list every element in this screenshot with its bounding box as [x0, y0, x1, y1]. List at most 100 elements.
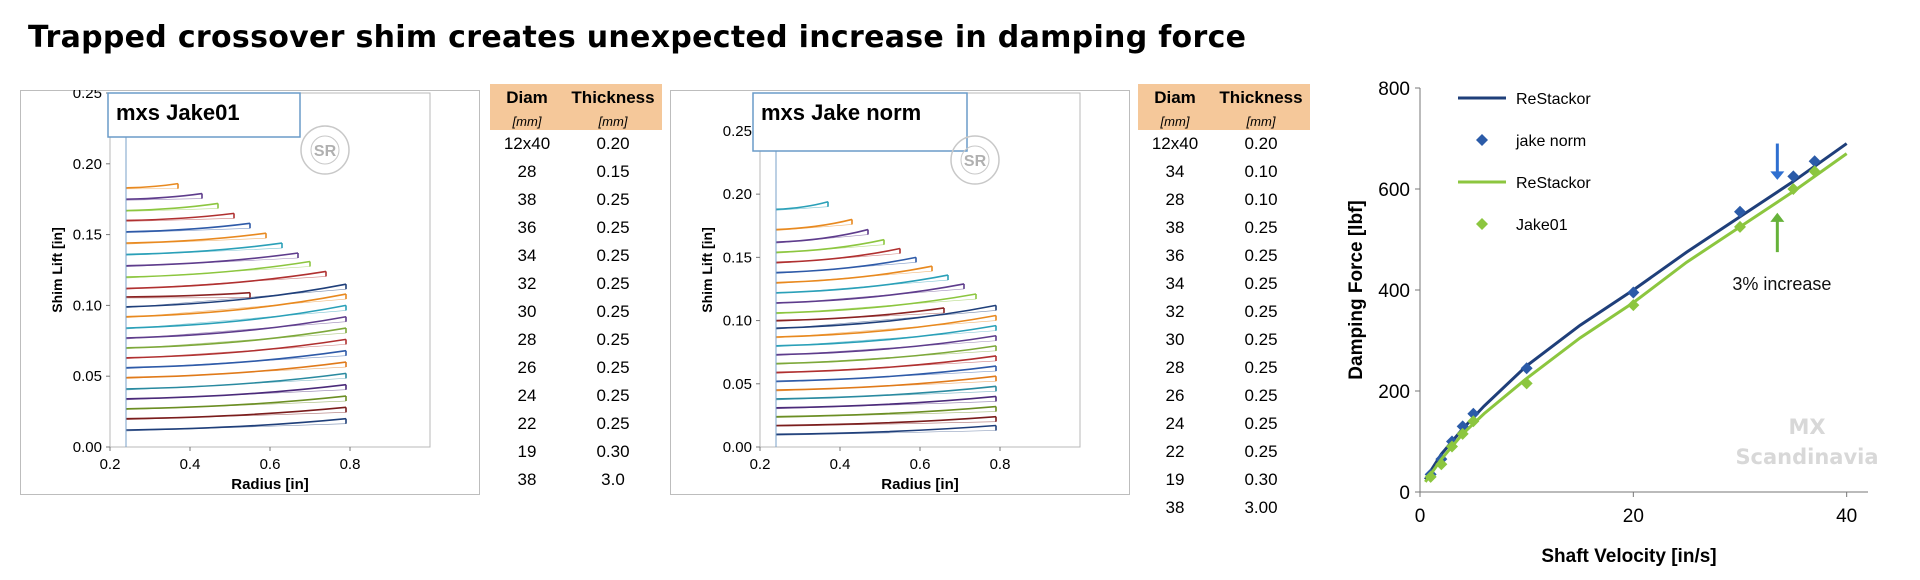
thickness-cell: 0.25 — [564, 358, 662, 378]
data-point — [1809, 165, 1821, 177]
thickness-cell: 0.25 — [564, 190, 662, 210]
chart-frame — [21, 91, 480, 495]
y-tick-label: 0.15 — [723, 249, 752, 266]
diam-unit: [mm] — [1138, 114, 1212, 129]
watermark-text: MX Scandinavia — [1712, 412, 1902, 472]
arrow-head-blue — [1770, 171, 1784, 180]
y-tick-label: 0.25 — [723, 123, 752, 140]
x-tick-label: 0 — [1415, 506, 1426, 527]
page-title: Trapped crossover shim creates unexpecte… — [28, 20, 1246, 55]
diam-cell: 28 — [1138, 190, 1212, 210]
diam-cell: 19 — [490, 442, 564, 462]
data-point — [1521, 377, 1533, 389]
chart-title: mxs Jake01 — [116, 100, 240, 125]
thickness-header: Thickness — [1212, 88, 1310, 108]
legend-label: ReStackor — [1516, 91, 1591, 108]
diam-cell: 22 — [490, 414, 564, 434]
y-tick-label: 0.20 — [723, 186, 752, 203]
thickness-cell: 0.25 — [1212, 246, 1310, 266]
watermark-line2: Scandinavia — [1712, 442, 1902, 472]
thickness-cell: 0.25 — [1212, 414, 1310, 434]
thickness-cell: 0.25 — [564, 386, 662, 406]
thickness-cell: 0.25 — [1212, 442, 1310, 462]
arrow-head-green — [1770, 213, 1784, 222]
x-tick-label: 0.4 — [830, 456, 851, 473]
x-tick-label: 0.6 — [910, 456, 931, 473]
thickness-cell: 0.25 — [1212, 218, 1310, 238]
data-point — [1734, 206, 1746, 218]
y-axis-label: Damping Force [lbf] — [1346, 200, 1367, 379]
diam-cell: 38 — [1138, 218, 1212, 238]
diam-cell: 22 — [1138, 442, 1212, 462]
table-header: Diam Thickness [mm] [mm] — [1138, 84, 1310, 130]
thickness-cell: 0.20 — [1212, 134, 1310, 154]
y-tick-label: 800 — [1378, 79, 1410, 100]
thickness-cell: 0.25 — [564, 330, 662, 350]
x-tick-label: 40 — [1836, 506, 1857, 527]
y-tick-label: 0.15 — [73, 227, 102, 244]
legend-label: Jake01 — [1516, 217, 1568, 234]
diam-cell: 36 — [1138, 246, 1212, 266]
thickness-unit: [mm] — [564, 114, 662, 129]
annotation-text: 3% increase — [1732, 274, 1831, 294]
y-tick-label: 0.25 — [73, 90, 102, 102]
y-tick-label: 200 — [1378, 382, 1410, 403]
diam-cell: 12x40 — [1138, 134, 1212, 154]
chart-title-box: mxs Jake norm — [753, 93, 967, 151]
y-tick-label: 0.05 — [723, 376, 752, 393]
thickness-cell: 0.25 — [1212, 302, 1310, 322]
y-axis-label: Shim Lift [in] — [699, 227, 715, 313]
legend-marker-swatch — [1476, 218, 1488, 230]
diam-cell: 28 — [490, 162, 564, 182]
thickness-cell: 3.00 — [1212, 498, 1310, 518]
diam-cell: 30 — [1138, 330, 1212, 350]
y-axis-label: Shim Lift [in] — [49, 227, 65, 313]
y-tick-label: 0.00 — [73, 439, 102, 456]
diam-cell: 24 — [490, 386, 564, 406]
thickness-cell: 0.30 — [1212, 470, 1310, 490]
data-point — [1467, 415, 1479, 427]
thickness-cell: 0.25 — [564, 246, 662, 266]
diam-header: Diam — [490, 88, 564, 108]
x-tick-label: 0.2 — [750, 456, 771, 473]
x-tick-label: 0.2 — [100, 456, 121, 473]
y-tick-label: 0.10 — [723, 313, 752, 330]
x-tick-label: 0.6 — [260, 456, 281, 473]
diam-cell: 28 — [1138, 358, 1212, 378]
thickness-cell: 0.25 — [1212, 358, 1310, 378]
thickness-cell: 0.25 — [564, 414, 662, 434]
x-axis-label: Radius [in] — [881, 476, 959, 493]
diam-header: Diam — [1138, 88, 1212, 108]
y-tick-label: 400 — [1378, 281, 1410, 302]
thickness-cell: 0.25 — [1212, 274, 1310, 294]
y-tick-label: 0.10 — [73, 297, 102, 314]
y-tick-label: 600 — [1378, 180, 1410, 201]
logo-text: SR — [964, 153, 987, 170]
x-axis-label: Radius [in] — [231, 476, 309, 493]
x-tick-label: 0.4 — [180, 456, 201, 473]
diam-cell: 34 — [1138, 274, 1212, 294]
